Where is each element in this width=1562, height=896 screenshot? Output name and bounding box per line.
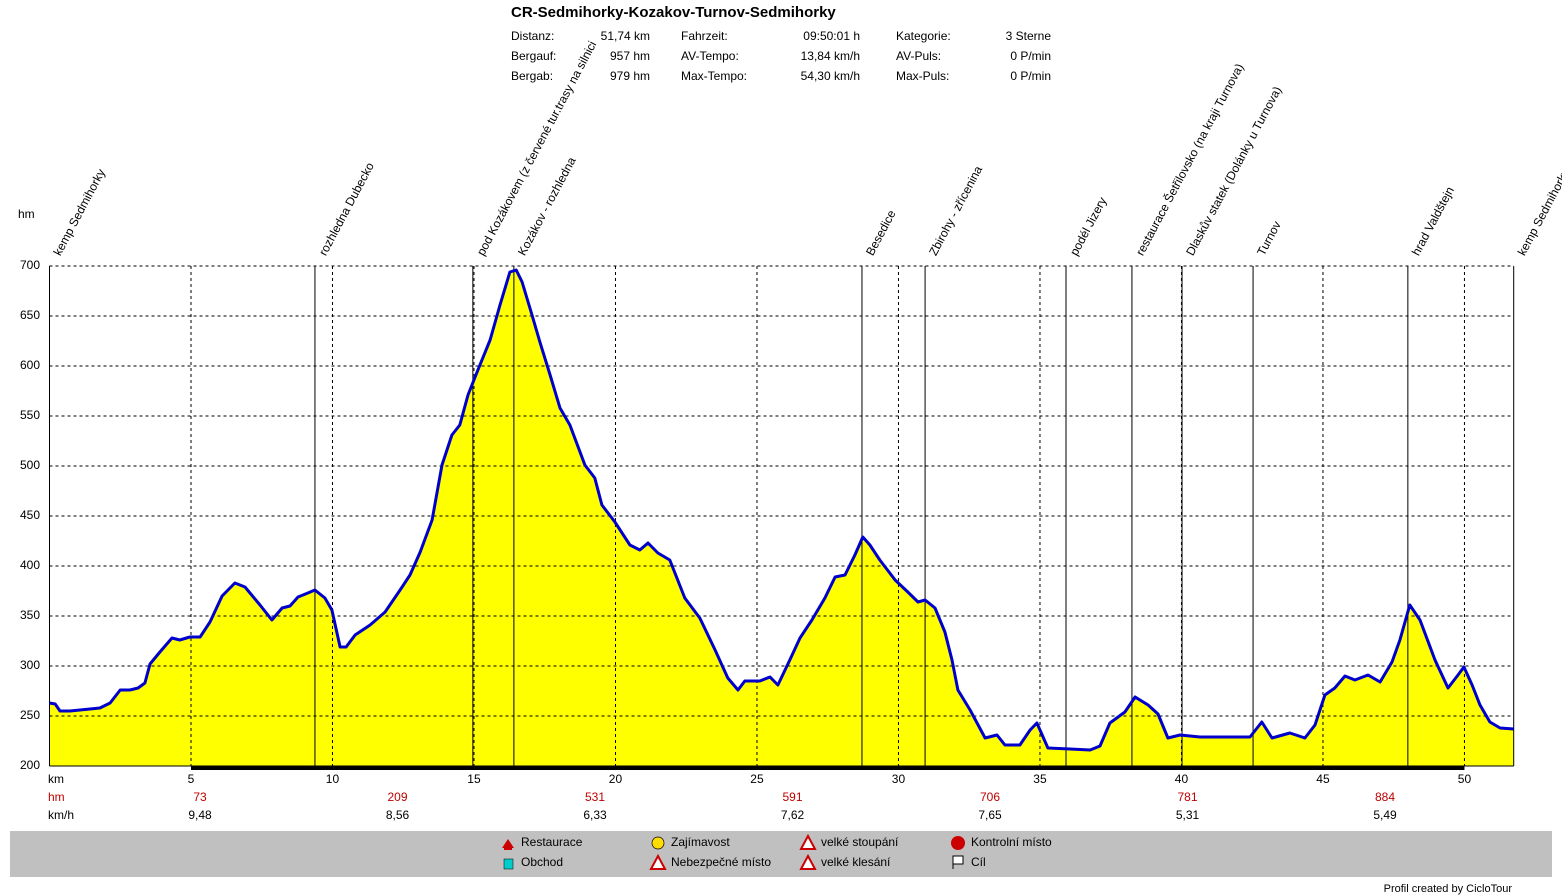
footer: Profil created by CicloTour xyxy=(1384,883,1513,895)
waypoint-label: podél Jizery xyxy=(1067,195,1109,258)
y-tick-label: 650 xyxy=(20,308,40,322)
y-tick-label: 600 xyxy=(20,358,40,372)
x-tick-label: 40 xyxy=(1175,772,1189,786)
stat-value: 0 P/min xyxy=(1010,49,1051,63)
stat-label: Bergab: xyxy=(511,69,553,83)
waypoint-label: hrad Valdštejn xyxy=(1409,184,1457,258)
waypoint-label: rozhledna Dubecko xyxy=(316,160,377,258)
hm-value: 531 xyxy=(585,790,605,804)
hm-value: 209 xyxy=(387,790,407,804)
y-tick-label: 300 xyxy=(20,658,40,672)
waypoint-label: kemp Sedmihorky xyxy=(1515,167,1562,258)
x-tick-label: 15 xyxy=(467,772,481,786)
x-tick-label: 20 xyxy=(609,772,623,786)
speed-value: 9,48 xyxy=(188,808,212,822)
y-axis-label: hm xyxy=(18,207,35,221)
x-tick-label: 5 xyxy=(188,772,195,786)
stat-value: 0 P/min xyxy=(1010,69,1051,83)
stat-label: Bergauf: xyxy=(511,49,556,63)
x-tick-label: 50 xyxy=(1458,772,1472,786)
stat-label: Max-Tempo: xyxy=(681,69,747,83)
legend-label: Restaurace xyxy=(521,835,583,849)
y-tick-label: 250 xyxy=(20,708,40,722)
elevation-line xyxy=(49,268,1514,752)
stat-value: 3 Sterne xyxy=(1006,29,1052,43)
y-tick-label: 400 xyxy=(20,558,40,572)
speed-value: 7,62 xyxy=(781,808,805,822)
y-tick-label: 550 xyxy=(20,408,40,422)
legend-label: Cíl xyxy=(971,855,986,869)
stat-label: Kategorie: xyxy=(896,29,951,43)
waypoint-label: kemp Sedmihorky xyxy=(51,167,108,258)
y-tick-label: 700 xyxy=(20,258,40,272)
speed-value: 6,33 xyxy=(583,808,607,822)
legend-label: velké klesání xyxy=(821,855,891,869)
y-tick-label: 500 xyxy=(20,458,40,472)
speed-value: 8,56 xyxy=(386,808,410,822)
x-axis-label: km xyxy=(48,772,64,786)
y-tick-label: 450 xyxy=(20,508,40,522)
stat-value: 09:50:01 h xyxy=(803,29,860,43)
hm-value: 706 xyxy=(980,790,1000,804)
speed-value: 5,31 xyxy=(1176,808,1200,822)
hm-value: 781 xyxy=(1177,790,1197,804)
area-fill xyxy=(49,270,1514,766)
legend-icons xyxy=(502,833,965,870)
x-tick-label: 25 xyxy=(750,772,764,786)
legend-label: Nebezpečné místo xyxy=(671,855,771,869)
stat-label: Max-Puls: xyxy=(896,69,949,83)
speed-row-label: km/h xyxy=(48,808,74,822)
stat-value: 957 hm xyxy=(610,49,650,63)
x-tick-label: 35 xyxy=(1033,772,1047,786)
waypoint-label: Besedice xyxy=(863,207,899,257)
stat-value: 13,84 km/h xyxy=(801,49,860,63)
legend-label: Kontrolní místo xyxy=(971,835,1052,849)
stat-label: AV-Puls: xyxy=(896,49,941,63)
legend-label: Obchod xyxy=(521,855,563,869)
stat-value: 979 hm xyxy=(610,69,650,83)
legend-band xyxy=(10,831,1552,877)
hm-value: 884 xyxy=(1375,790,1395,804)
legend-label: Zajímavost xyxy=(671,835,730,849)
stat-label: Fahrzeit: xyxy=(681,29,728,43)
stat-value: 54,30 km/h xyxy=(801,69,860,83)
y-tick-label: 350 xyxy=(20,608,40,622)
x-tick-label: 10 xyxy=(326,772,340,786)
hm-row-label: hm xyxy=(48,790,65,804)
speed-value: 7,65 xyxy=(978,808,1002,822)
stat-label: Distanz: xyxy=(511,29,554,43)
y-tick-label: 200 xyxy=(20,758,40,772)
hm-value: 591 xyxy=(782,790,802,804)
stat-value: 51,74 km xyxy=(601,29,650,43)
waypoint-label: Zbirohy - zřícenina xyxy=(926,163,985,258)
x-tick-label: 30 xyxy=(892,772,906,786)
stat-label: AV-Tempo: xyxy=(681,49,739,63)
hm-value: 73 xyxy=(193,790,207,804)
x-tick-label: 45 xyxy=(1316,772,1330,786)
waypoint-label: Turnov xyxy=(1254,219,1284,258)
legend-label: velké stoupání xyxy=(821,835,899,849)
chart-title: CR-Sedmihorky-Kozakov-Turnov-Sedmihorky xyxy=(511,4,836,21)
speed-value: 5,49 xyxy=(1373,808,1397,822)
waypoint-label: restaurace Šetřilovsko (na kraji Turnova… xyxy=(1132,61,1246,258)
